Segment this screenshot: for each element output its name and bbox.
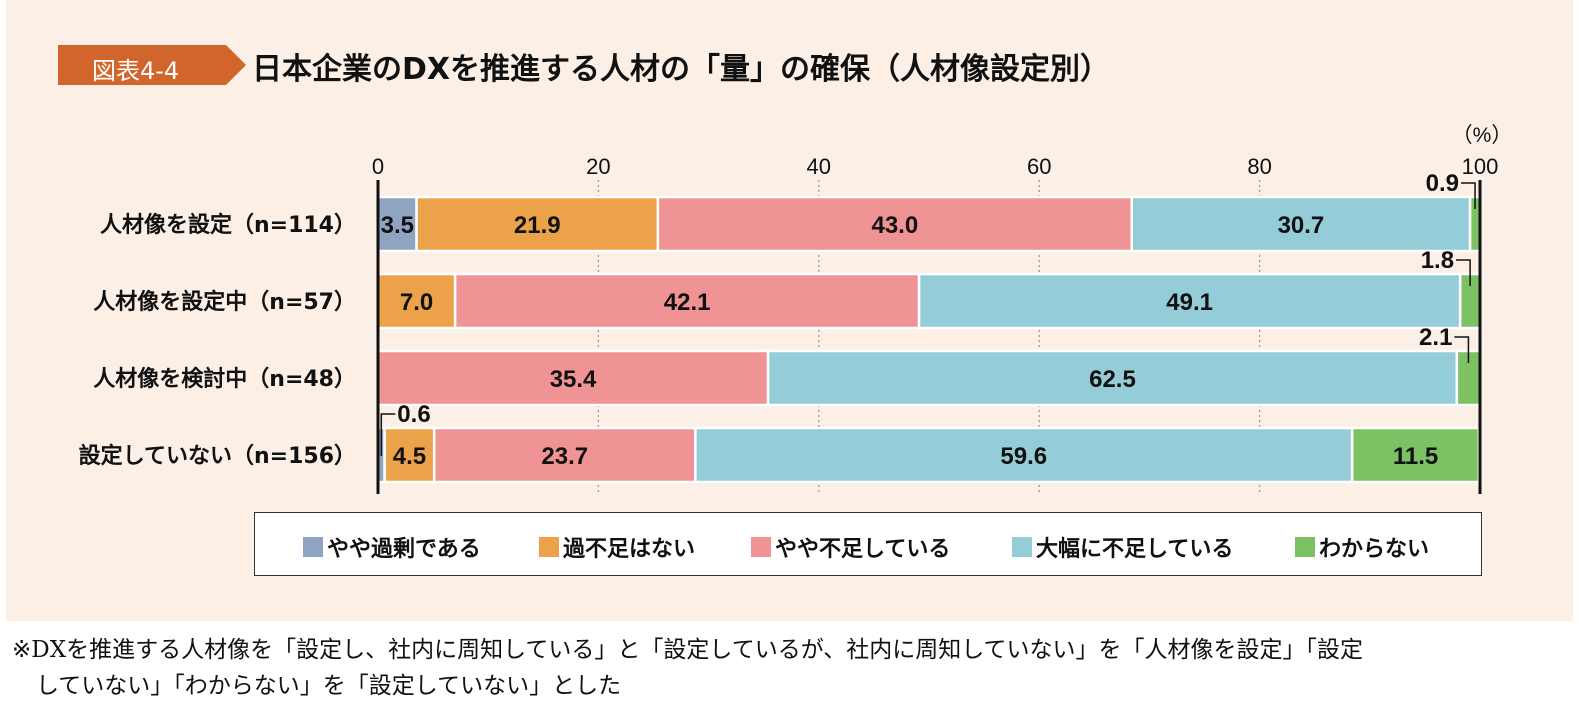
bar-segment xyxy=(1350,426,1481,484)
legend-swatch xyxy=(1012,537,1032,557)
data-label: 0.6 xyxy=(397,401,430,428)
footnote-line-2: していない」「わからない」を「設定していない」とした xyxy=(36,673,622,699)
figure-tag-label: 図表4-4 xyxy=(92,57,180,85)
data-label: 42.1 xyxy=(664,289,711,316)
bar-segment xyxy=(656,195,1134,253)
callout-line xyxy=(1461,182,1476,209)
x-tick-label: 0 xyxy=(372,154,384,179)
legend-item-no-gap: 過不足はない xyxy=(539,531,695,563)
legend-label: 過不足はない xyxy=(563,537,696,562)
data-label: 1.8 xyxy=(1421,247,1454,274)
footnote-line-1: ※DXを推進する人材像を「設定し、社内に周知している」と「設定しているが、社内に… xyxy=(12,637,1364,663)
figure-tag-shape xyxy=(58,45,246,85)
bar-segment xyxy=(766,349,1459,407)
x-tick-label: 60 xyxy=(1027,154,1051,179)
x-tick-label: 80 xyxy=(1247,154,1271,179)
x-tick-label: 100 xyxy=(1462,154,1499,179)
chart-plot: 0 20 40 60 80 100 （%） 人材像を設定（n=114） 3.5 21.9 43.0 3… xyxy=(79,124,1513,494)
category-label: 人材像を設定中（n=57） xyxy=(93,289,356,315)
legend-label: やや不足している xyxy=(775,537,951,562)
data-label: 21.9 xyxy=(514,212,561,239)
data-label: 35.4 xyxy=(550,366,597,393)
bar-segment xyxy=(432,426,697,484)
legend-item-slightly-excess: やや過剰である xyxy=(303,531,481,563)
bar-segment xyxy=(376,349,770,407)
callout-line xyxy=(1456,259,1471,286)
data-label: 2.1 xyxy=(1419,324,1452,351)
data-label: 23.7 xyxy=(541,443,588,470)
unit-label: （%） xyxy=(1452,124,1513,147)
callout-line xyxy=(380,413,396,456)
bar-segment xyxy=(415,195,660,253)
legend-item-severely-short: 大幅に不足している xyxy=(1012,531,1233,563)
data-label: 62.5 xyxy=(1089,366,1136,393)
data-label: 30.7 xyxy=(1278,212,1325,239)
x-tick-label: 20 xyxy=(586,154,610,179)
legend-label: 大幅に不足している xyxy=(1036,537,1234,562)
data-label: 11.5 xyxy=(1393,443,1438,470)
legend-swatch xyxy=(1295,537,1315,557)
data-label: 59.6 xyxy=(1000,443,1047,470)
x-tick-label: 40 xyxy=(807,154,831,179)
figure-tag: 図表4-4 xyxy=(58,45,246,85)
category-label: 設定していない（n=156） xyxy=(79,443,356,469)
bar-segment xyxy=(376,272,457,330)
legend: やや過剰である 過不足はない やや不足している 大幅に不足している わからない xyxy=(254,512,1482,576)
legend-label: やや過剰である xyxy=(327,537,481,562)
chart-title: 日本企業のDXを推進する人材の「量」の確保（人材像設定別） xyxy=(252,52,1111,87)
data-label: 49.1 xyxy=(1166,289,1213,316)
legend-item-unknown: わからない xyxy=(1295,531,1429,563)
category-label: 人材像を設定（n=114） xyxy=(100,212,356,238)
data-label: 0.9 xyxy=(1426,170,1459,197)
data-label: 4.5 xyxy=(393,443,426,470)
legend-swatch xyxy=(539,537,559,557)
legend-swatch xyxy=(751,537,771,557)
data-label: 43.0 xyxy=(871,212,918,239)
bar-segment xyxy=(917,272,1462,330)
category-label: 人材像を検討中（n=48） xyxy=(93,366,356,392)
legend-item-slightly-short: やや不足している xyxy=(751,531,950,563)
legend-swatch xyxy=(303,537,323,557)
callout-line xyxy=(1454,336,1470,363)
data-label: 3.5 xyxy=(381,212,414,239)
data-label: 7.0 xyxy=(400,289,433,316)
legend-label: わからない xyxy=(1319,537,1430,562)
